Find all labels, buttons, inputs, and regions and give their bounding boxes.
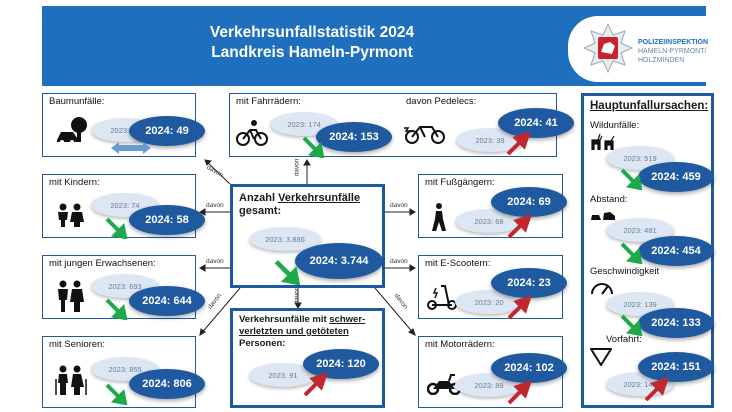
down-arrow-icon <box>105 298 128 320</box>
cause-label: Abstand: <box>590 194 628 205</box>
header-banner: Verkehrsunfallstatistik 2024 Landkreis H… <box>42 6 732 86</box>
value-2024: 2024: 58 <box>129 205 205 235</box>
box-title: Verkehrsunfälle mit schwer- verletzten u… <box>239 314 366 349</box>
box-young-adults: mit jungen Erwachsenen: 2023: 693 2024: … <box>42 255 205 320</box>
equal-arrow-icon <box>111 142 151 154</box>
escooter-icon <box>427 285 457 310</box>
value-2024: 2024: 3.744 <box>295 243 383 279</box>
down-arrow-icon <box>274 260 301 285</box>
value-2023: 2023: 481 <box>606 218 674 242</box>
panel-title: Hauptunfallursachen: <box>590 100 709 112</box>
up-arrow-icon <box>507 215 531 239</box>
value-2024: 2024: 102 <box>491 353 567 383</box>
value-2024: 2024: 120 <box>303 349 379 379</box>
value-2024: 2024: 23 <box>491 268 567 298</box>
value-2024: 2024: 133 <box>638 308 714 338</box>
logo-text: POLIZEIINSPEKTION HAMELN-PYRMONT/ HOLZMI… <box>638 39 709 64</box>
value-2024: 2024: 69 <box>491 187 567 217</box>
tree-crash-icon <box>57 117 87 144</box>
davon-label: davon <box>392 292 410 311</box>
up-arrow-icon <box>303 373 327 397</box>
value-2024: 2024: 459 <box>638 162 714 192</box>
box-bicycles: mit Fahrrädern: 2023: 174 2024: 153 davo… <box>229 93 574 158</box>
box-severe-injuries: Verkehrsunfälle mit schwer- verletzten u… <box>230 308 385 408</box>
police-logo: POLIZEIINSPEKTION HAMELN-PYRMONT/ HOLZMI… <box>568 16 732 82</box>
down-arrow-icon <box>620 168 643 190</box>
value-2024: 2024: 49 <box>129 116 205 146</box>
davon-label: davon <box>206 292 224 311</box>
value-2024: 2024: 806 <box>129 369 205 399</box>
up-arrow-icon <box>506 132 530 156</box>
box-title: Anzahl Verkehrsunfälle gesamt: <box>239 192 361 217</box>
deer-icon <box>591 134 615 150</box>
children-icon <box>58 203 84 227</box>
box-label: mit E-Scootern: <box>425 258 491 269</box>
down-arrow-icon <box>302 136 325 158</box>
value-2024: 2024: 151 <box>638 352 714 382</box>
down-arrow-icon <box>620 242 643 264</box>
seniors-icon <box>55 365 87 395</box>
box-label: mit Fahrrädern: <box>236 96 301 107</box>
box-label: mit Motorrädern: <box>425 339 495 350</box>
box-label: Baumunfälle: <box>49 96 105 107</box>
main-causes-panel: Hauptunfallursachen: Wildunfälle: 2023: … <box>581 93 714 408</box>
value-2024: 2024: 41 <box>498 108 574 138</box>
down-arrow-icon <box>105 383 128 405</box>
up-arrow-icon <box>507 296 531 320</box>
box-seniors: mit Senioren: 2023: 855 2024: 806 <box>42 336 205 408</box>
box-tree-accidents: Baumunfälle: 2023: 49 2024: 49 <box>42 93 205 157</box>
speedometer-icon <box>591 283 613 295</box>
davon-label: davon <box>293 158 301 177</box>
up-arrow-icon <box>507 381 531 405</box>
pedestrian-icon <box>432 203 446 231</box>
box-pedestrians: mit Fußgängern: 2023: 68 2024: 69 <box>418 174 567 239</box>
cyclist-icon <box>236 120 268 146</box>
box-escooters: mit E-Scootern: 2023: 20 2024: 23 <box>418 255 567 320</box>
down-arrow-icon <box>105 217 128 239</box>
box-label: mit Fußgängern: <box>425 177 495 188</box>
up-arrow-icon <box>644 378 668 402</box>
box-label: mit Senioren: <box>49 339 105 350</box>
davon-label: davon <box>205 164 225 179</box>
davon-label: davon <box>390 258 408 265</box>
down-arrow-icon <box>620 314 643 336</box>
davon-label: davon <box>206 258 224 265</box>
value-2024: 2024: 644 <box>129 286 205 316</box>
davon-label: davon <box>390 202 408 209</box>
box-label: mit jungen Erwachsenen: <box>49 258 156 269</box>
box-total-accidents: Anzahl Verkehrsunfälle gesamt: 2023: 3.8… <box>230 184 385 288</box>
young-adults-icon <box>58 280 84 312</box>
value-2024: 2024: 454 <box>638 236 714 266</box>
davon-label: davon <box>206 202 224 209</box>
box-children: mit Kindern: 2023: 74 2024: 58 <box>42 174 205 239</box>
cause-label: Wildunfälle: <box>590 120 640 131</box>
yield-sign-icon <box>590 348 612 366</box>
page-title: Verkehrsunfallstatistik 2024 <box>209 24 415 41</box>
box-sublabel: davon Pedelecs: <box>406 96 477 107</box>
box-label: mit Kindern: <box>49 177 100 188</box>
police-star-icon <box>582 22 634 74</box>
davon-label: davon <box>293 286 301 305</box>
box-motorcycles: mit Motorrädern: 2023: 89 2024: 102 <box>418 336 567 408</box>
cause-label: Geschwindigkeit <box>590 266 660 277</box>
pedelec-icon <box>404 126 445 144</box>
rear-end-icon <box>591 212 615 220</box>
page-subtitle: Landkreis Hameln-Pyrmont <box>211 44 413 61</box>
value-2024: 2024: 153 <box>316 122 392 152</box>
cause-label: Vorfahrt: <box>606 334 642 345</box>
